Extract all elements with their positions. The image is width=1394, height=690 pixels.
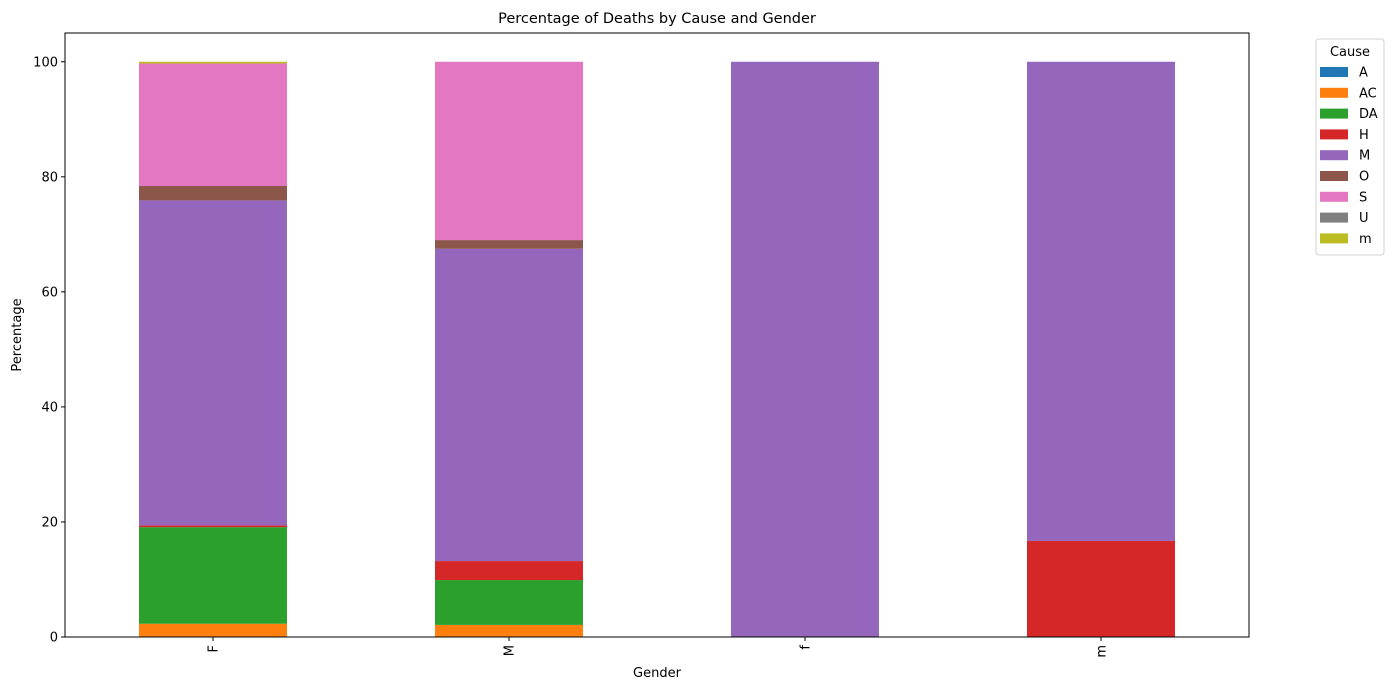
y-tick-label: 100 [33,55,58,70]
y-tick-label: 80 [41,170,58,185]
bar-segment-M-H [435,561,583,581]
legend-label-M: M [1359,149,1370,164]
y-axis-label: Percentage [10,298,25,371]
x-tick-label-M: M [503,645,518,656]
bar-segment-M-DA [435,580,583,625]
legend-swatch-S [1320,191,1348,202]
legend-swatch-O [1320,171,1348,181]
legend-swatch-m [1320,233,1348,244]
legend-label-O: O [1359,170,1369,185]
y-tick-label: 40 [41,400,58,415]
bar-segment-F-S [139,63,287,187]
legend-label-m: m [1359,232,1372,247]
bar-segment-F-H [139,525,287,528]
bar-segment-M-O [435,240,583,249]
x-tick-label-m: m [1095,645,1110,658]
bars-group [139,61,1175,637]
bar-segment-F-M [139,200,287,526]
y-axis: 0 20 40 60 80 100 [33,55,65,646]
bar-segment-F-m [139,61,287,64]
x-tick-label-F: F [207,645,222,652]
legend-label-A: A [1359,66,1368,81]
bar-segment-m-M [1027,61,1175,541]
legend-label-U: U [1359,211,1369,226]
x-tick-label-f: f [799,645,814,650]
legend-label-AC: AC [1359,86,1377,101]
legend-swatch-A [1320,67,1348,77]
bar-segment-M-S [435,61,583,241]
y-tick-label: 20 [41,515,58,530]
bar-segment-m-H [1027,540,1175,637]
bar-segment-f-M [731,61,879,637]
legend-swatch-H [1320,129,1348,140]
y-tick-label: 0 [50,631,58,646]
legend-title: Cause [1330,45,1370,60]
legend-swatch-U [1320,212,1348,223]
legend-label-S: S [1359,190,1367,205]
bar-segment-F-AC [139,623,287,637]
bar-segment-F-O [139,186,287,201]
bar-segment-F-DA [139,527,287,624]
legend-swatch-AC [1320,87,1348,98]
legend-label-DA: DA [1359,107,1378,122]
bar-segment-M-M [435,248,583,562]
legend-label-H: H [1359,128,1369,143]
chart-title: Percentage of Deaths by Cause and Gender [498,11,816,27]
y-tick-label: 60 [41,285,58,300]
legend-swatch-M [1320,150,1348,161]
x-axis-label: Gender [633,666,682,681]
legend-swatch-DA [1320,108,1348,119]
plot-frame [64,32,1250,638]
bar-segment-M-AC [435,624,583,637]
